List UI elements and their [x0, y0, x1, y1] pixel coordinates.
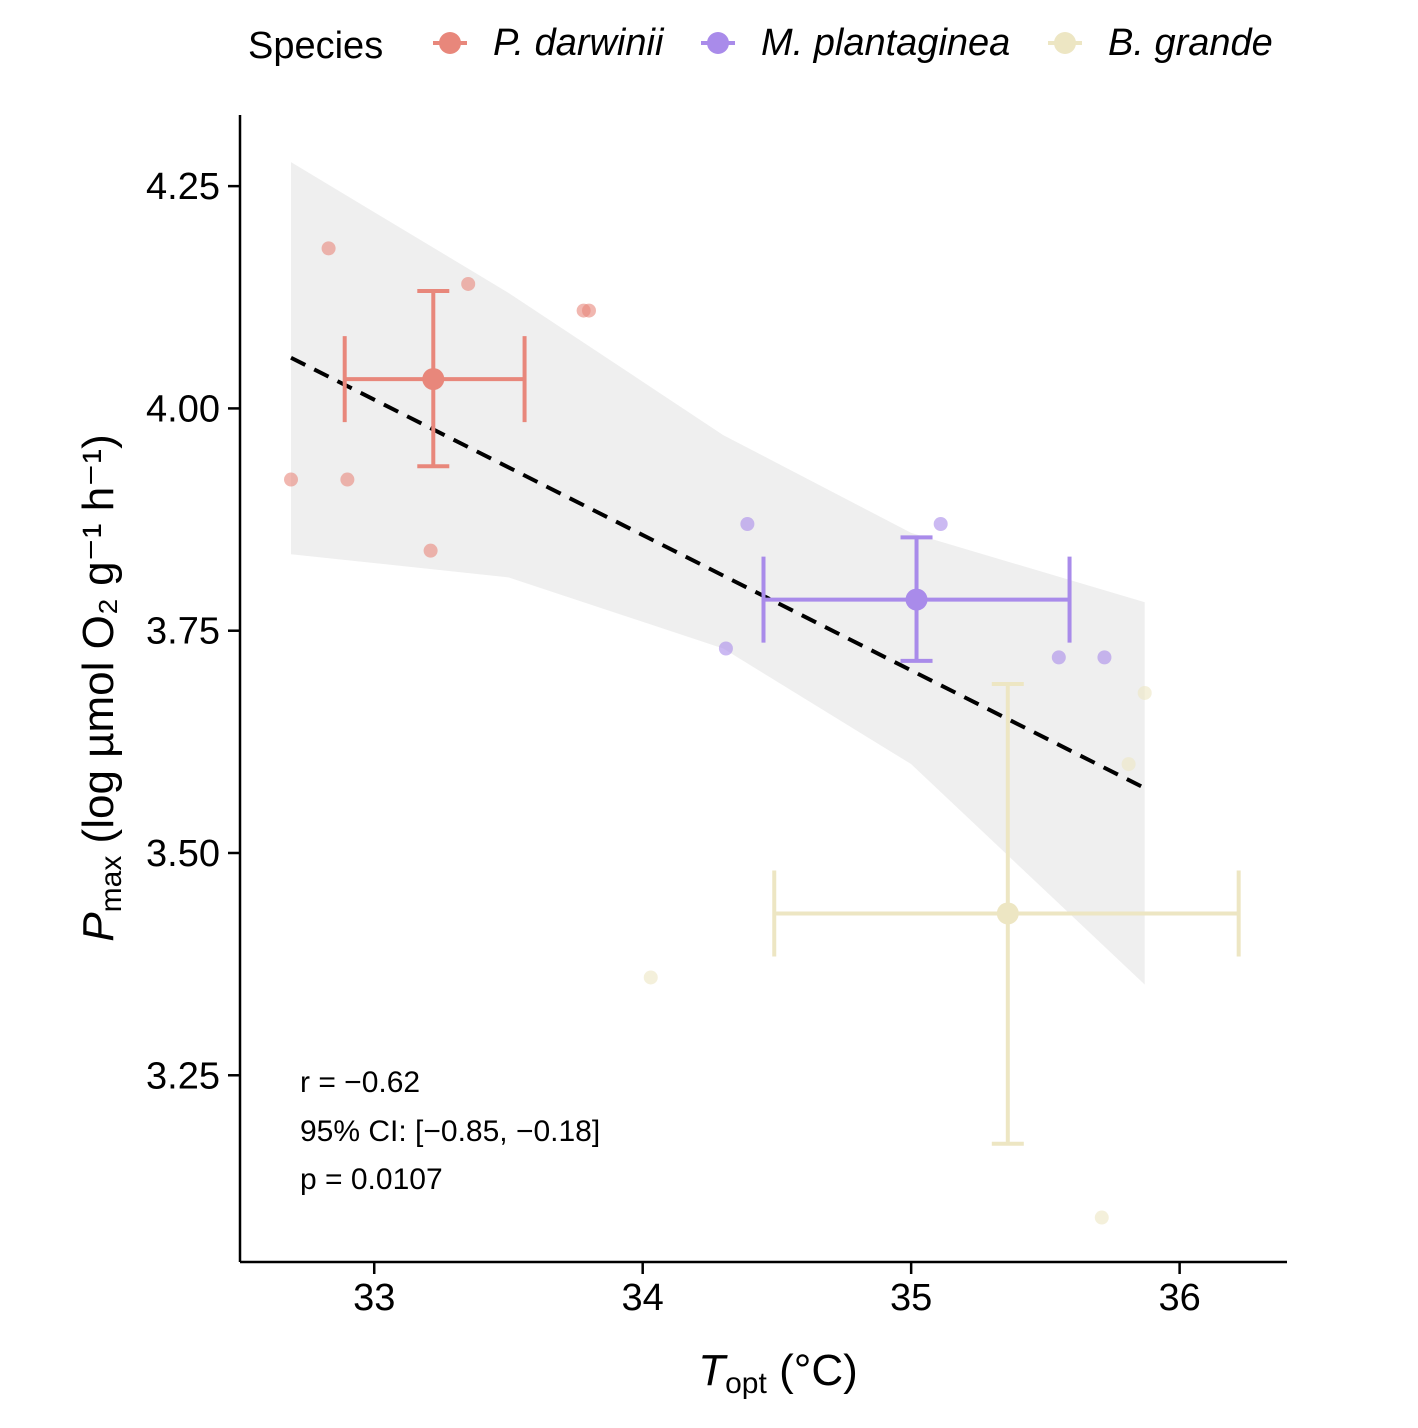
y-tick-label-0: 3.25	[146, 1055, 220, 1097]
stat-r: r = −0.62	[300, 1066, 420, 1099]
x-tick-label-0: 33	[353, 1277, 395, 1319]
data-point-series-1-0	[718, 641, 733, 656]
data-point-series-1-3	[1051, 650, 1066, 665]
legend-title: Species	[248, 25, 383, 67]
mean-point-0	[422, 368, 445, 391]
x-axis-title: Topt (°C)	[698, 1346, 858, 1400]
x-ticks: 33 34 35 36	[353, 1262, 1201, 1319]
y-axis-title-sub: max	[95, 856, 128, 913]
stat-p: p = 0.0107	[300, 1163, 443, 1196]
mean-point-2	[996, 902, 1019, 925]
x-tick-label-3: 36	[1158, 1277, 1200, 1319]
y-axis-title-rest: (log µmol O₂ g⁻¹ h⁻¹)	[74, 434, 123, 855]
x-tick-label-1: 34	[622, 1277, 664, 1319]
data-point-series-2-2	[1121, 757, 1136, 772]
legend-label-0: P. darwinii	[493, 22, 665, 64]
stats-annotation: r = −0.62 95% CI: [−0.85, −0.18] p = 0.0…	[300, 1066, 600, 1196]
x-axis-title-main: T	[698, 1346, 728, 1395]
y-tick-label-2: 3.75	[146, 611, 220, 653]
legend-key-marker-2	[1054, 32, 1076, 54]
legend: Species P. darwinii M. plantaginea B. gran…	[248, 22, 1273, 67]
data-point-series-1-4	[1097, 650, 1112, 665]
legend-key-marker-1	[707, 32, 729, 54]
x-axis-title-rest: (°C)	[767, 1346, 858, 1395]
error-bar-layer	[342, 289, 1241, 1146]
points-layer	[284, 241, 1152, 1225]
data-point-series-0-0	[284, 472, 299, 487]
y-tick-label-1: 3.50	[146, 833, 220, 875]
data-point-series-2-0	[643, 970, 658, 985]
legend-key-marker-0	[439, 32, 461, 54]
data-point-series-0-6	[582, 303, 596, 318]
axes: 33 34 35 36 3.25 3.50 3.75 4.00 4.25	[146, 115, 1287, 1319]
data-point-series-0-4	[461, 276, 476, 291]
y-ticks: 3.25 3.50 3.75 4.00 4.25	[146, 166, 240, 1097]
y-tick-label-4: 4.25	[146, 166, 220, 208]
mean-point-1	[905, 588, 928, 611]
legend-label-2: B. grande	[1108, 22, 1273, 64]
y-axis-title: Pmax (log µmol O₂ g⁻¹ h⁻¹)	[74, 434, 128, 941]
legend-label-1: M. plantaginea	[761, 22, 1010, 64]
legend-entries: P. darwinii M. plantaginea B. grande	[433, 22, 1273, 64]
x-axis-title-sub: opt	[725, 1367, 767, 1400]
data-point-series-0-3	[423, 543, 438, 558]
data-point-series-1-2	[933, 517, 948, 532]
data-point-series-1-1	[740, 517, 755, 532]
data-point-series-0-2	[340, 472, 355, 487]
stat-ci: 95% CI: [−0.85, −0.18]	[300, 1115, 600, 1148]
y-tick-label-3: 4.00	[146, 388, 220, 430]
y-axis-title-main: P	[74, 912, 123, 942]
data-point-series-2-1	[1094, 1210, 1109, 1225]
x-tick-label-2: 35	[890, 1277, 932, 1319]
data-point-series-0-1	[321, 241, 336, 256]
data-point-series-2-3	[1137, 685, 1152, 700]
